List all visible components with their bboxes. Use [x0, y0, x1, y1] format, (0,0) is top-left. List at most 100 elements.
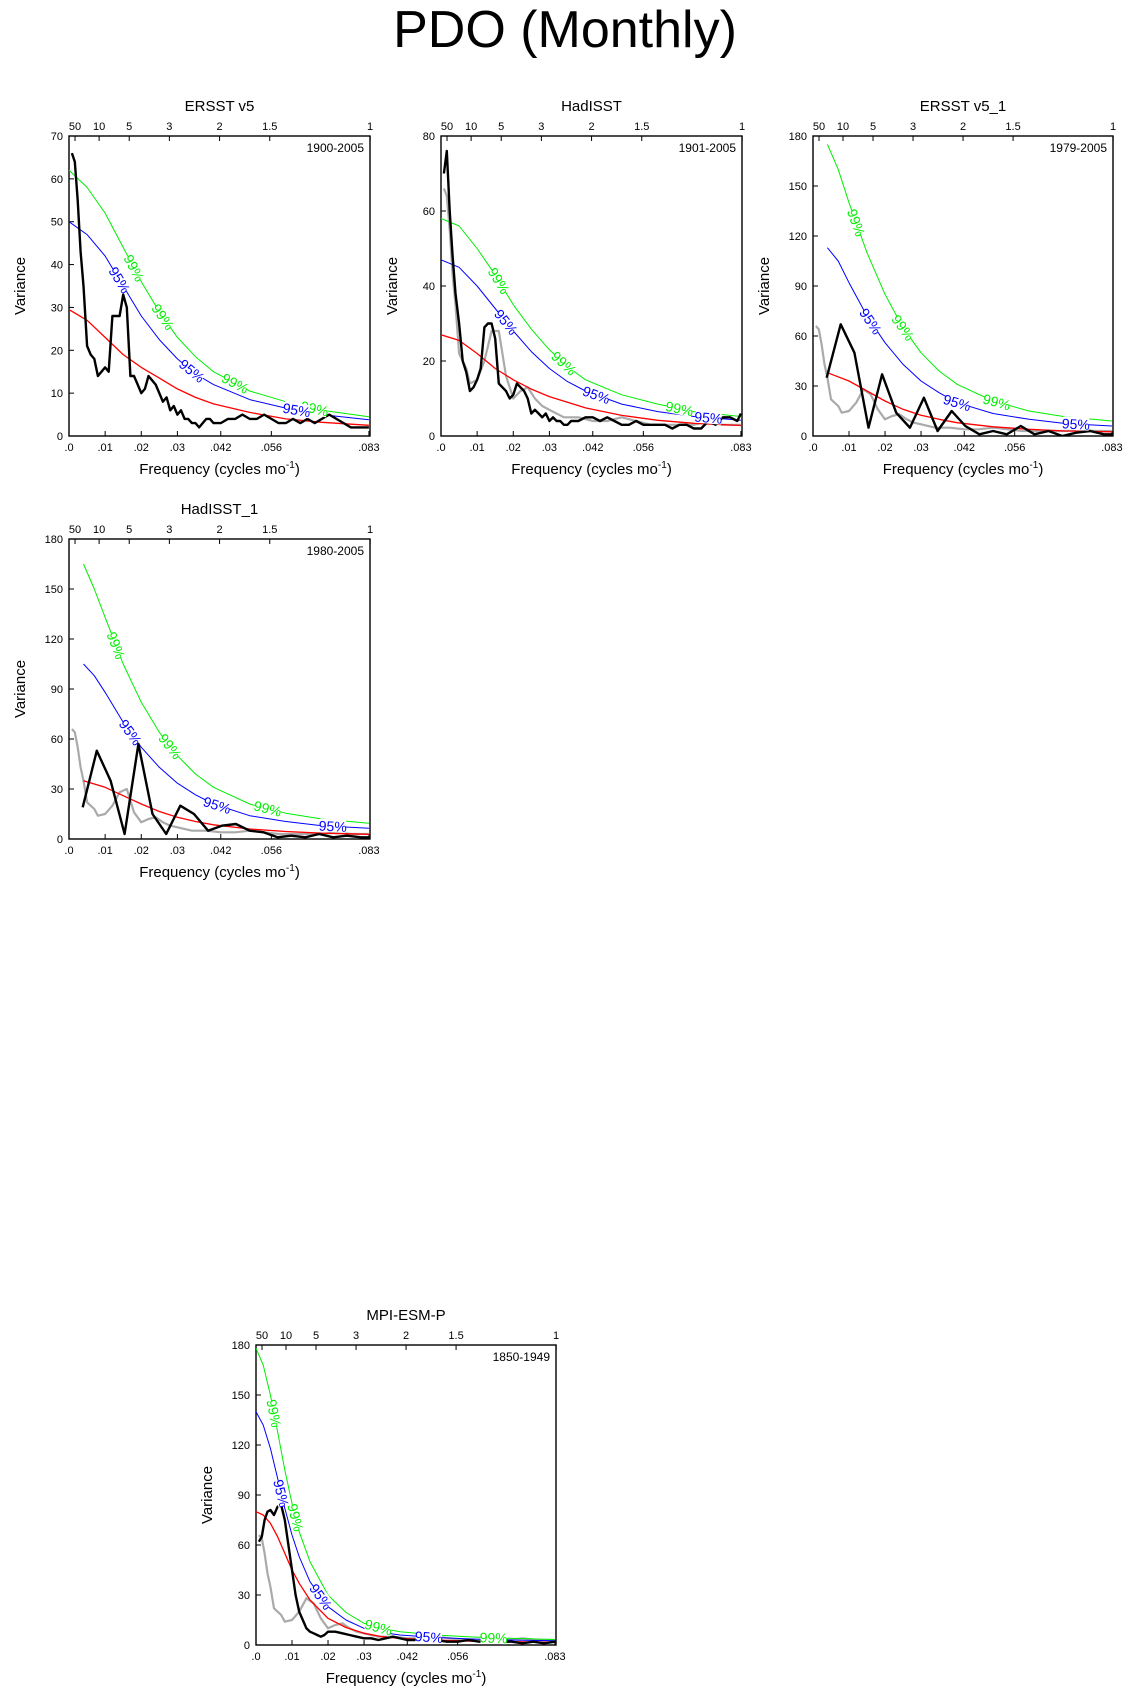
x-axis-label-exponent: -1: [658, 460, 667, 471]
ci99-line: [826, 144, 1112, 422]
x-tick-label: .042: [210, 845, 231, 857]
period-tick-label: 1.5: [1005, 121, 1020, 133]
x-axis-label-close: ): [481, 1670, 486, 1687]
x-axis-label-close: ): [1038, 461, 1043, 478]
spectrum-line: [70, 152, 369, 429]
x-axis-label-text: Frequency (cycles mo: [326, 1670, 473, 1687]
x-tick-label: .042: [954, 442, 975, 454]
period-tick-label: 50: [69, 524, 81, 536]
x-tick-label: .056: [261, 442, 282, 454]
period-tick-label: 10: [280, 1330, 292, 1342]
x-tick-label: .042: [582, 442, 603, 454]
y-tick-label: 0: [801, 431, 807, 443]
y-tick-label: 40: [423, 281, 435, 293]
x-tick-label: .02: [877, 442, 892, 454]
x-tick-label: .03: [542, 442, 557, 454]
x-tick-label: .083: [544, 1651, 565, 1663]
ci99-label: 99%: [252, 797, 283, 819]
ci95-label-bg: [202, 794, 232, 815]
period-tick-label: 10: [93, 524, 105, 536]
period-tick-label: 5: [126, 524, 132, 536]
y-tick-label: 20: [51, 345, 63, 357]
ci95-label: 95%: [1061, 415, 1090, 432]
y-tick-label: 120: [232, 1440, 250, 1452]
x-tick-label: .02: [506, 442, 521, 454]
ci95-label-bg: [107, 265, 133, 295]
spectrum-line: [81, 742, 370, 839]
ci99-label: 99%: [479, 1629, 508, 1646]
x-tick-label: .03: [356, 1651, 371, 1663]
ci99-label: 99%: [981, 391, 1012, 414]
ci95-label-bg: [272, 1479, 292, 1508]
y-tick-label: 40: [51, 260, 63, 272]
reference-line: [815, 325, 1112, 433]
series-group: [815, 144, 1113, 436]
ci99-label: 99%: [263, 1398, 284, 1429]
y-axis-label: Variance: [756, 257, 773, 315]
y-tick-label: 10: [51, 388, 63, 400]
x-tick-label: .03: [913, 442, 928, 454]
period-tick-label: 3: [538, 121, 544, 133]
x-axis-label-exponent: -1: [1029, 460, 1038, 471]
period-tick-label: 5: [870, 121, 876, 133]
period-tick-label: 10: [93, 121, 105, 133]
period-tick-label: 3: [166, 524, 172, 536]
period-tick-label: 5: [498, 121, 504, 133]
y-tick-label: 50: [51, 217, 63, 229]
x-tick-label: .02: [320, 1651, 335, 1663]
x-axis-label: Frequency (cycles mo-1): [139, 460, 300, 478]
period-tick-label: 1: [367, 524, 373, 536]
period-tick-label: 5: [313, 1330, 319, 1342]
spectrum-line: [257, 1503, 556, 1645]
ci95-label: 95%: [941, 391, 972, 414]
x-tick-label: .0: [251, 1651, 260, 1663]
period-tick-label: 1: [553, 1330, 559, 1342]
y-tick-label: 60: [795, 331, 807, 343]
y-tick-label: 80: [423, 131, 435, 143]
y-tick-label: 0: [244, 1640, 250, 1652]
ci99-label-bg: [286, 1503, 306, 1532]
ci95-label-bg: [282, 400, 311, 419]
ci99-label: 99%: [363, 1616, 394, 1639]
ci99-label-bg: [486, 266, 512, 295]
ci95-label-bg: [694, 409, 722, 425]
x-axis-label-exponent: -1: [286, 460, 295, 471]
y-tick-label: 90: [795, 281, 807, 293]
x-tick-label: .0: [64, 442, 73, 454]
ci95-line: [441, 259, 741, 421]
ci95-label-bg: [858, 306, 884, 336]
x-tick-label: .03: [170, 442, 185, 454]
x-axis-label: Frequency (cycles mo-1): [511, 460, 672, 478]
ci95-line: [827, 247, 1112, 427]
period-tick-label: 50: [256, 1330, 268, 1342]
y-tick-label: 120: [45, 634, 63, 646]
y-axis-label: Variance: [199, 1466, 216, 1524]
period-tick-label: 3: [166, 121, 172, 133]
period-tick-label: 1.5: [634, 121, 649, 133]
period-tick-label: 2: [403, 1330, 409, 1342]
x-axis-label-close: ): [295, 461, 300, 478]
x-tick-label: .083: [358, 845, 379, 857]
y-tick-label: 0: [57, 834, 63, 846]
red-noise-line: [441, 334, 741, 427]
x-axis-label-exponent: -1: [286, 863, 295, 874]
y-tick-label: 180: [232, 1340, 250, 1352]
x-tick-label: .083: [1101, 442, 1122, 454]
y-tick-label: 0: [429, 431, 435, 443]
x-tick-label: .01: [284, 1651, 299, 1663]
ci95-label: 95%: [281, 400, 311, 421]
ci95-label-bg: [178, 357, 207, 384]
panel-title: ERSST v5_1: [920, 98, 1006, 115]
panel-title: ERSST v5: [185, 98, 255, 115]
period-tick-label: 2: [960, 121, 966, 133]
period-tick-label: 5: [126, 121, 132, 133]
x-axis-label: Frequency (cycles mo-1): [326, 1669, 487, 1687]
x-tick-label: .042: [210, 442, 231, 454]
ci99-label-bg: [105, 630, 128, 660]
ci95-line: [83, 663, 369, 829]
period-tick-label: 1.5: [262, 121, 277, 133]
y-tick-label: 30: [795, 381, 807, 393]
y-tick-label: 180: [789, 131, 807, 143]
period-tick-label: 2: [588, 121, 594, 133]
